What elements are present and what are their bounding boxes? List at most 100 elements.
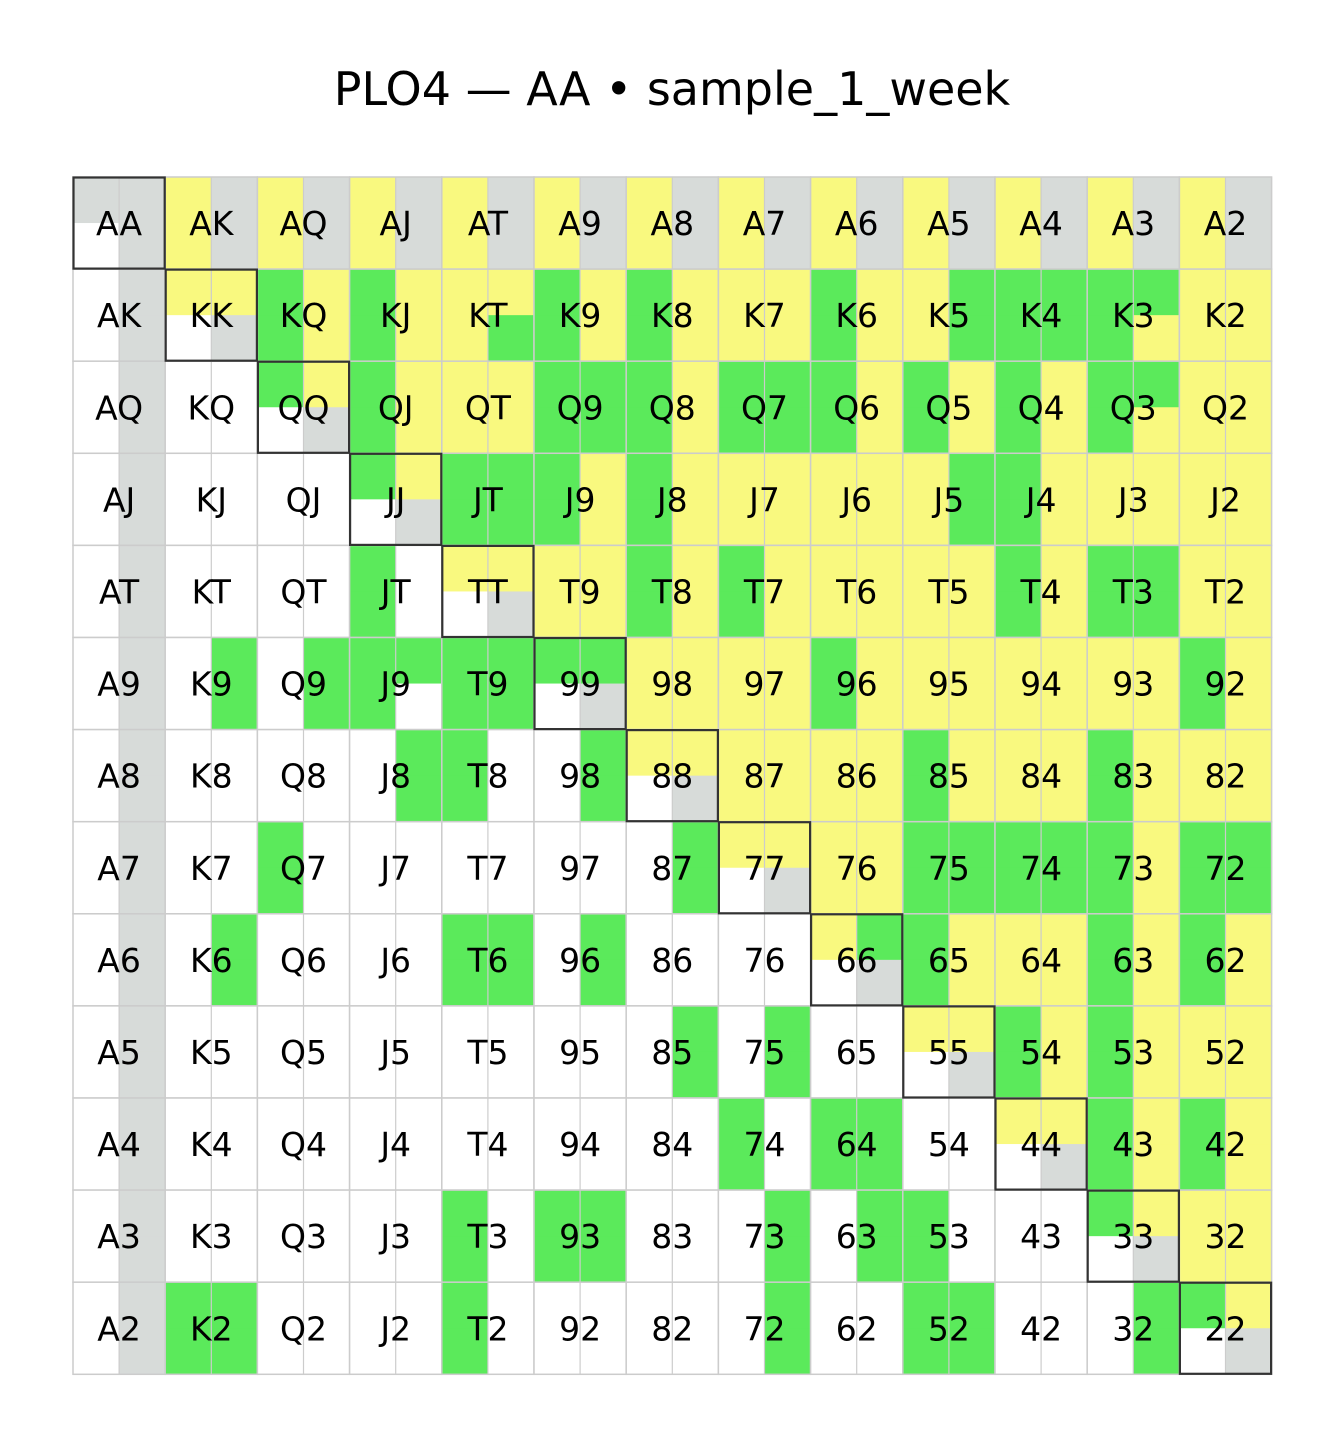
cell-quadrant	[534, 821, 581, 869]
cell-quadrant	[626, 1282, 673, 1329]
cell-quadrant	[303, 729, 351, 777]
hand-label: JT	[471, 480, 504, 519]
hand-cell-88-r6: 88	[625, 728, 720, 823]
cell-quadrant	[810, 683, 858, 731]
cell-quadrant	[902, 361, 950, 408]
cell-quadrant	[257, 223, 304, 270]
hand-cell-95-r9: 95	[533, 1005, 627, 1099]
cell-quadrant	[1225, 1051, 1273, 1099]
cell-quadrant	[119, 959, 166, 1007]
cell-quadrant	[995, 223, 1042, 270]
hand-cell-at-r4: AT	[72, 544, 166, 639]
hand-cell-q4-r10: Q4	[256, 1097, 351, 1191]
cell-quadrant	[165, 1005, 212, 1053]
cell-quadrant	[902, 959, 950, 1007]
cell-quadrant	[165, 453, 212, 500]
pair-cell-border	[164, 268, 258, 362]
hand-cell-qt-r4: QT	[256, 544, 351, 639]
cell-quadrant	[487, 453, 535, 500]
cell-quadrant	[718, 177, 765, 224]
hand-label: 94	[1020, 665, 1062, 704]
cell-quadrant	[73, 177, 120, 224]
cell-quadrant	[1041, 959, 1088, 1007]
cell-quadrant	[1225, 729, 1273, 777]
cell-quadrant	[73, 1282, 120, 1329]
cell-quadrant	[349, 545, 397, 592]
cell-quadrant	[73, 821, 120, 869]
cell-quadrant	[1087, 1144, 1134, 1191]
cell-quadrant	[672, 315, 719, 362]
cell-quadrant	[626, 821, 673, 869]
pair-borders-layer	[72, 176, 1273, 1375]
hand-cell-76-r7: 76	[809, 820, 904, 915]
cell-quadrant	[349, 453, 397, 500]
cell-quadrant	[626, 591, 673, 638]
cell-quadrant	[1041, 545, 1088, 592]
cell-quadrant	[1133, 1098, 1180, 1145]
cell-quadrant	[1087, 821, 1134, 869]
cell-quadrant	[257, 683, 304, 731]
pair-cell-border	[625, 728, 720, 823]
cell-quadrant	[534, 1328, 581, 1375]
cell-quadrant	[626, 683, 673, 731]
cell-quadrant	[1133, 269, 1180, 316]
hand-label: Q2	[1202, 388, 1249, 427]
hand-cell-a2-r12: A2	[72, 1281, 166, 1376]
cell-quadrant	[1041, 637, 1088, 685]
cell-quadrant	[1041, 913, 1088, 961]
hand-label: J2	[1208, 480, 1241, 519]
cell-quadrant	[995, 1236, 1042, 1283]
cell-quadrant	[810, 821, 858, 869]
cell-quadrant	[534, 315, 581, 362]
cell-quadrant	[995, 821, 1042, 869]
hand-label: T9	[466, 665, 508, 704]
hand-label: J8	[378, 757, 411, 796]
hand-cell-93-r11: 93	[533, 1189, 627, 1283]
cell-quadrant	[165, 867, 212, 915]
cell-quadrant	[395, 1190, 443, 1237]
cell-quadrant	[211, 1144, 258, 1191]
cell-quadrant	[487, 361, 535, 408]
cell-quadrant	[672, 545, 719, 592]
cell-quadrant	[165, 591, 212, 638]
hand-label: AQ	[280, 204, 328, 243]
cell-quadrant	[349, 177, 397, 224]
cell-quadrant	[257, 1236, 304, 1283]
cell-quadrant	[1087, 315, 1134, 362]
hand-label: KJ	[196, 480, 227, 519]
cell-quadrant	[73, 1005, 120, 1053]
hand-cell-a6-r8: A6	[72, 913, 166, 1007]
hand-label: 97	[559, 849, 601, 888]
cell-quadrant	[349, 1144, 397, 1191]
cell-quadrant	[1087, 269, 1134, 316]
hand-cell-t5-r4: T5	[902, 544, 996, 639]
hand-label: 55	[928, 1033, 970, 1072]
cell-quadrant	[764, 867, 812, 915]
cell-quadrant	[810, 361, 858, 408]
cell-quadrant	[257, 1282, 304, 1329]
cell-quadrant	[995, 315, 1042, 362]
cell-quadrant	[1087, 407, 1134, 454]
cell-quadrant	[1225, 867, 1273, 915]
cell-quadrant	[1225, 1328, 1273, 1375]
cell-quadrant	[119, 545, 166, 592]
cell-quadrant	[395, 1051, 443, 1099]
cell-quadrant	[902, 1144, 950, 1191]
hand-cell-q9-r2: Q9	[533, 360, 627, 455]
cell-quadrant	[1133, 1236, 1180, 1283]
cell-quadrant	[672, 1005, 719, 1053]
cell-quadrant	[165, 1098, 212, 1145]
hand-cell-kj-r3: KJ	[164, 452, 259, 547]
cell-quadrant	[1087, 1005, 1134, 1053]
cell-quadrant	[349, 637, 397, 685]
hand-cell-jj-r3: JJ	[348, 452, 443, 547]
hand-cell-k2-r1: K2	[1178, 268, 1273, 362]
cell-quadrant	[718, 1190, 765, 1237]
hand-label: J5	[378, 1033, 411, 1072]
cell-quadrant	[1225, 545, 1273, 592]
hand-cell-52-r9: 52	[1178, 1005, 1273, 1099]
cell-quadrant	[257, 1190, 304, 1237]
hand-label: 54	[1020, 1033, 1062, 1072]
hand-cell-aa-r0: AA	[72, 176, 166, 270]
cell-quadrant	[902, 913, 950, 961]
